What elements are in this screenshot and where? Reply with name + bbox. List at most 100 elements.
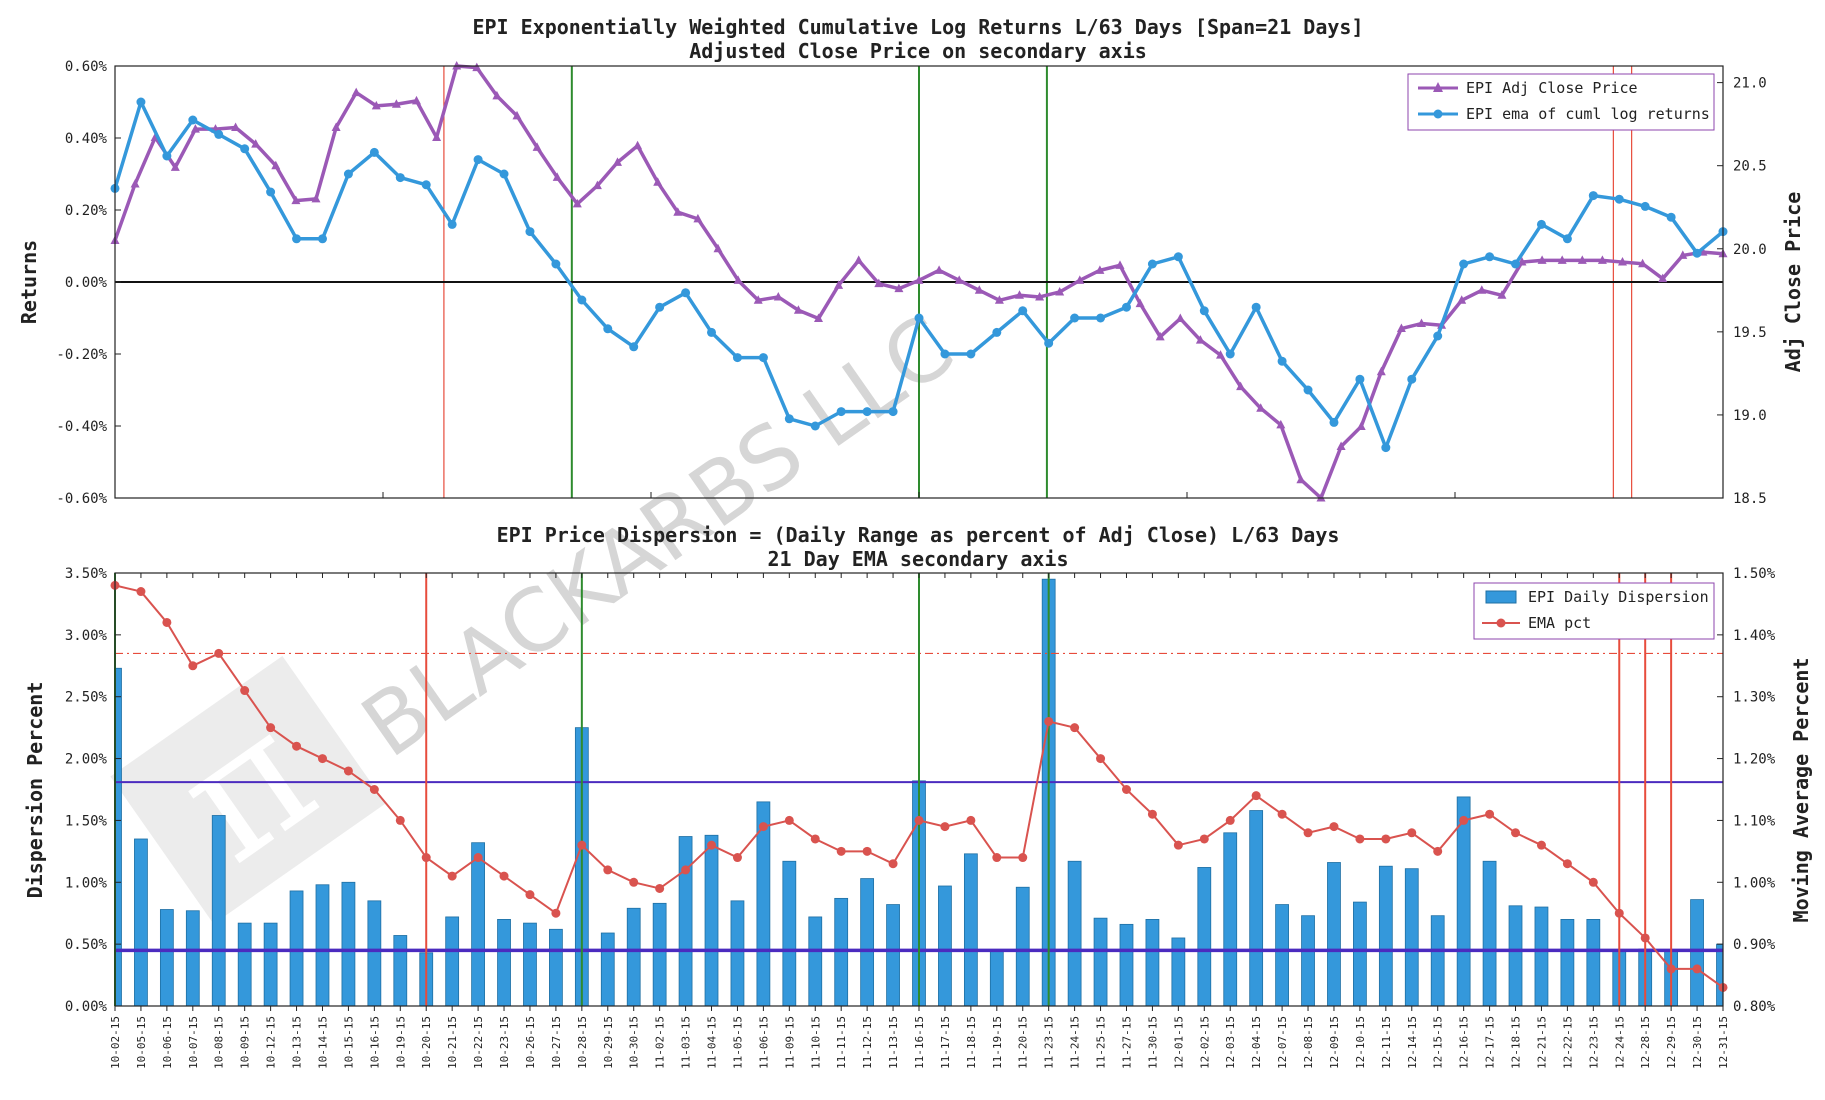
ema-returns-point xyxy=(992,327,1002,337)
adj-close-point xyxy=(1095,265,1105,274)
x-tick-label: 11-19-15 xyxy=(991,1016,1004,1069)
x-tick-label: 10-13-15 xyxy=(291,1016,304,1069)
ema-pct-point xyxy=(1692,964,1702,974)
ema-pct-point xyxy=(966,815,976,825)
ema-pct-point xyxy=(1485,809,1495,819)
x-tick-label: 12-18-15 xyxy=(1510,1016,1523,1069)
dispersion-bar xyxy=(211,815,226,1007)
adj-close-point xyxy=(231,122,241,131)
x-tick-label: 12-21-15 xyxy=(1535,1016,1548,1069)
x-tick-label: 11-05-15 xyxy=(731,1016,744,1069)
adj-close-point xyxy=(834,280,844,289)
adj-close-point xyxy=(733,275,743,284)
adj-close-point xyxy=(452,61,462,70)
adj-close-point xyxy=(1256,403,1266,412)
ema-returns-point xyxy=(343,169,353,179)
x-tick-label: 12-28-15 xyxy=(1639,1016,1652,1069)
x-tick-label: 10-09-15 xyxy=(239,1016,252,1069)
legend-adj-close: EPI Adj Close Price xyxy=(1466,79,1638,97)
adj-close-point xyxy=(592,180,602,190)
dispersion-bar xyxy=(1275,904,1289,1007)
ema-returns-point xyxy=(758,353,768,363)
ema-pct-point xyxy=(1199,834,1209,844)
x-tick-label: 12-08-15 xyxy=(1302,1016,1315,1069)
ema-returns-point xyxy=(240,144,250,154)
y2-tick-label: 21.0 xyxy=(1733,76,1767,92)
watermark: π BLACKARBS LLC xyxy=(110,297,971,924)
dispersion-bar xyxy=(834,897,849,1007)
ema-returns-point xyxy=(1459,259,1469,269)
x-tick-label: 11-20-15 xyxy=(1017,1016,1030,1069)
adj-close-point xyxy=(331,122,341,131)
ema-pct-point xyxy=(136,587,146,597)
adj-close-point xyxy=(1537,255,1547,264)
ema-returns-point xyxy=(707,327,717,337)
dispersion-bar xyxy=(367,900,382,1007)
ema-returns-point xyxy=(1640,201,1650,211)
ema-returns-point xyxy=(1485,252,1495,262)
x-tick-label: 10-30-15 xyxy=(628,1016,641,1069)
ema-returns-point xyxy=(1303,385,1313,395)
dispersion-chart-title: EPI Price Dispersion = (Daily Range as p… xyxy=(497,523,1340,547)
x-tick-label: 11-24-15 xyxy=(1069,1016,1082,1069)
ema-returns-point xyxy=(1173,252,1183,262)
x-tick-label: 12-10-15 xyxy=(1354,1016,1367,1069)
adj-close-point xyxy=(1396,323,1406,333)
adj-close-point xyxy=(814,313,823,323)
adj-close-point xyxy=(1316,493,1326,502)
adj-close-point xyxy=(894,283,904,293)
x-tick-label: 10-05-15 xyxy=(135,1016,148,1069)
dispersion-bar xyxy=(1197,867,1212,1007)
x-tick-label: 10-20-15 xyxy=(420,1016,433,1069)
dispersion-bar xyxy=(393,935,408,1007)
ema-pct-point xyxy=(1562,859,1572,869)
adj-close-point xyxy=(1638,258,1648,268)
adj-close-point xyxy=(532,142,542,151)
adj-close-point xyxy=(1497,290,1507,299)
dispersion-chart-subtitle: 21 Day EMA secondary axis xyxy=(767,547,1068,571)
y-tick-label: 3.00% xyxy=(65,628,108,644)
adj-close-point xyxy=(1356,421,1366,431)
x-tick-label: 12-03-15 xyxy=(1224,1016,1237,1069)
y2-tick-label: 20.5 xyxy=(1733,159,1767,175)
adj-close-point xyxy=(1376,366,1386,376)
dispersion-y-axis-label: Dispersion Percent xyxy=(23,682,47,899)
x-tick-label: 12-29-15 xyxy=(1665,1016,1678,1069)
ema-returns-point xyxy=(681,288,691,298)
adj-close-point xyxy=(1296,474,1306,484)
ema-pct-point xyxy=(784,815,794,825)
ema-returns-point xyxy=(266,187,276,197)
ema-pct-point xyxy=(603,865,613,875)
dispersion-bar xyxy=(1093,917,1108,1007)
ema-returns-point xyxy=(1018,306,1028,316)
dispersion-bar xyxy=(1690,899,1704,1007)
ema-pct-point xyxy=(655,883,665,893)
adj-close-point xyxy=(572,198,582,208)
ema-returns-point xyxy=(1096,313,1106,323)
adj-close-point xyxy=(1618,257,1627,266)
dispersion-bar xyxy=(1301,915,1315,1007)
ema-pct-point xyxy=(1459,815,1469,825)
adj-close-point xyxy=(1236,381,1246,391)
dispersion-bar xyxy=(782,860,797,1007)
ema-pct-point xyxy=(732,853,742,863)
ema-returns-point xyxy=(499,169,509,179)
y2-tick-label: 1.50% xyxy=(1733,566,1776,582)
ema-returns-point xyxy=(369,147,379,157)
adj-close-point xyxy=(1597,255,1607,264)
ema-returns-point xyxy=(1511,259,1521,269)
ema-pct-point xyxy=(1536,840,1546,850)
ema-pct-point xyxy=(914,815,924,825)
adj-close-point xyxy=(130,178,140,188)
legend-triangle-icon xyxy=(1433,82,1443,92)
dispersion-bar xyxy=(471,842,485,1007)
x-tick-label: 11-09-15 xyxy=(783,1016,796,1069)
ema-returns-point xyxy=(1666,212,1676,222)
dispersion-bar xyxy=(938,885,952,1007)
ema-pct-point xyxy=(214,648,224,658)
adj-close-point xyxy=(170,162,180,171)
y2-tick-label: 20.0 xyxy=(1733,242,1767,258)
x-tick-label: 10-12-15 xyxy=(265,1016,278,1069)
x-tick-label: 10-08-15 xyxy=(213,1016,226,1069)
x-tick-label: 10-15-15 xyxy=(342,1016,355,1069)
